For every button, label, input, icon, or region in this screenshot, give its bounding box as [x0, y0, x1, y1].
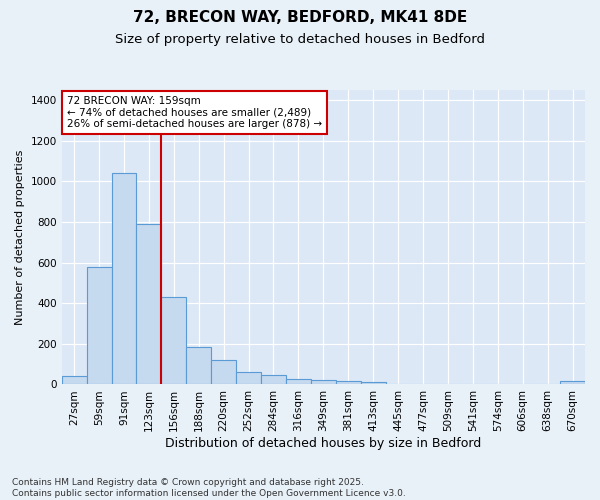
- Bar: [136, 224, 161, 384]
- Bar: [311, 380, 336, 384]
- Text: Contains HM Land Registry data © Crown copyright and database right 2025.
Contai: Contains HM Land Registry data © Crown c…: [12, 478, 406, 498]
- Bar: [336, 382, 361, 384]
- Bar: [161, 297, 186, 384]
- Bar: [211, 360, 236, 384]
- Bar: [236, 372, 261, 384]
- Bar: [361, 382, 386, 384]
- Y-axis label: Number of detached properties: Number of detached properties: [15, 150, 25, 325]
- Text: 72 BRECON WAY: 159sqm
← 74% of detached houses are smaller (2,489)
26% of semi-d: 72 BRECON WAY: 159sqm ← 74% of detached …: [67, 96, 322, 129]
- Text: 72, BRECON WAY, BEDFORD, MK41 8DE: 72, BRECON WAY, BEDFORD, MK41 8DE: [133, 10, 467, 25]
- Bar: [261, 376, 286, 384]
- Bar: [186, 347, 211, 385]
- Bar: [560, 382, 585, 384]
- Bar: [86, 266, 112, 384]
- Bar: [112, 174, 136, 384]
- X-axis label: Distribution of detached houses by size in Bedford: Distribution of detached houses by size …: [165, 437, 481, 450]
- Bar: [62, 376, 86, 384]
- Text: Size of property relative to detached houses in Bedford: Size of property relative to detached ho…: [115, 32, 485, 46]
- Bar: [286, 380, 311, 384]
